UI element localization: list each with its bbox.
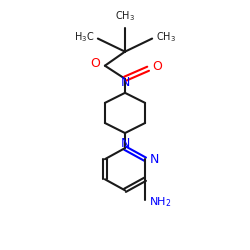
Text: N: N: [120, 137, 130, 150]
Text: CH$_3$: CH$_3$: [115, 9, 135, 23]
Text: H$_3$C: H$_3$C: [74, 30, 94, 44]
Text: NH$_2$: NH$_2$: [149, 196, 172, 209]
Text: O: O: [152, 60, 162, 73]
Text: N: N: [150, 153, 159, 166]
Text: CH$_3$: CH$_3$: [156, 30, 176, 44]
Text: O: O: [90, 57, 101, 70]
Text: N: N: [120, 76, 130, 89]
